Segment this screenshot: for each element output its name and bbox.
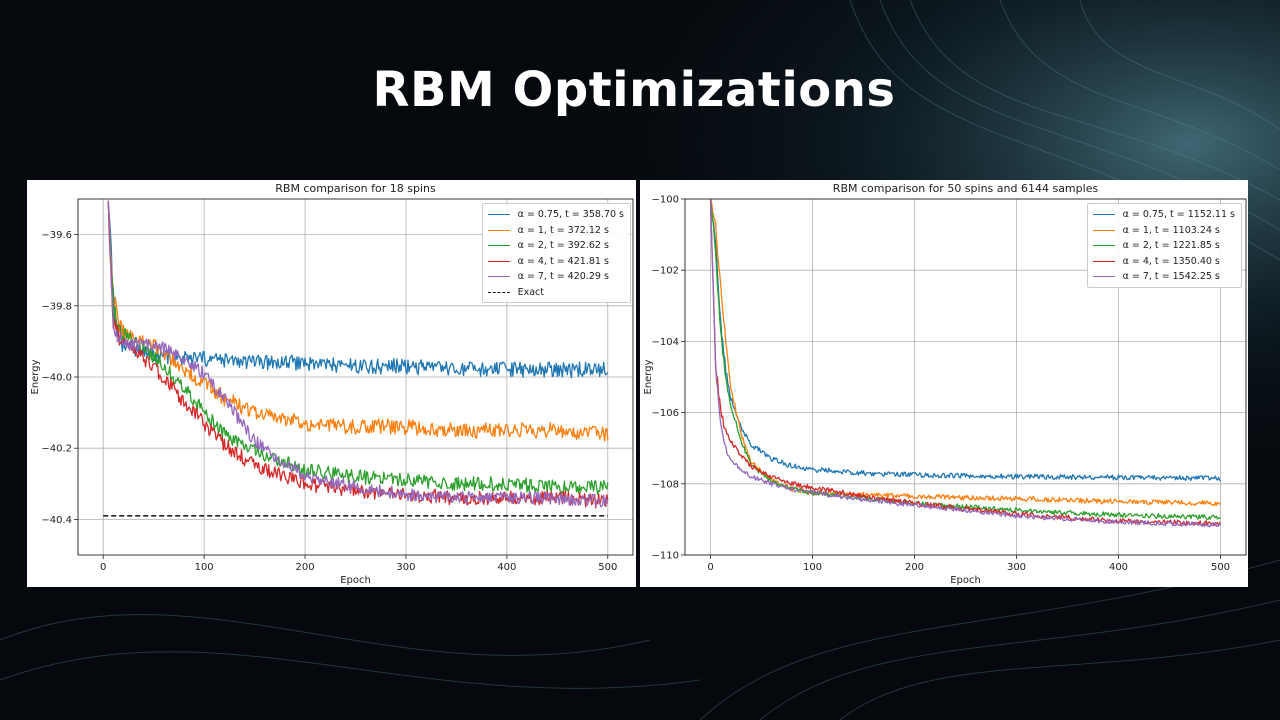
- x-tick-label: 400: [497, 562, 516, 573]
- legend-label: α = 0.75, t = 1152.11 s: [1122, 209, 1235, 221]
- y-tick-label: −104: [652, 337, 679, 348]
- series-line: [107, 200, 609, 508]
- x-tick-label: 0: [100, 562, 106, 573]
- slide-title: RBM Optimizations: [372, 62, 896, 118]
- y-tick-label: −106: [652, 408, 679, 419]
- x-tick-label: 100: [803, 562, 822, 573]
- chart-title: RBM comparison for 18 spins: [275, 182, 436, 195]
- legend-item: α = 7, t = 420.29 s: [487, 269, 624, 285]
- legend-swatch: [487, 276, 510, 278]
- x-tick-label: 500: [1211, 562, 1230, 573]
- x-tick-label: 400: [1109, 562, 1128, 573]
- y-tick-label: −100: [652, 195, 679, 206]
- plot-frame: [684, 198, 1247, 556]
- legend-swatch: [1092, 245, 1115, 247]
- x-tick-label: 300: [396, 562, 415, 573]
- legend-label: α = 4, t = 421.81 s: [517, 255, 609, 267]
- legend-label: α = 4, t = 1350.40 s: [1122, 255, 1220, 267]
- x-axis-label: Epoch: [340, 575, 371, 586]
- series-line: [107, 202, 609, 496]
- series-group: [103, 200, 609, 517]
- chart-panel-50-spins: 0 100 200 300 400 500 −100 −102 −104 −106 −108 −110…: [640, 180, 1248, 587]
- y-tick-label: −40.4: [41, 515, 72, 526]
- legend-label: α = 7, t = 1542.25 s: [1122, 271, 1220, 283]
- y-tick-label: −108: [652, 479, 679, 490]
- y-tick-label: −39.8: [41, 301, 72, 312]
- legend-label: α = 2, t = 1221.85 s: [1122, 240, 1220, 252]
- x-tick-label: 200: [295, 562, 314, 573]
- legend-item: α = 0.75, t = 358.70 s: [487, 207, 624, 223]
- chart-title: RBM comparison for 50 spins and 6144 sam…: [833, 182, 1099, 195]
- chart-legend: α = 0.75, t = 358.70 s α = 1, t = 372.12 …: [481, 203, 631, 303]
- legend-item: α = 1, t = 1103.24 s: [1092, 223, 1235, 239]
- legend-label: α = 2, t = 392.62 s: [517, 240, 609, 252]
- legend-swatch: [487, 245, 510, 247]
- chart-panel-18-spins: 0 100 200 300 400 500 −39.6 −39.8 −40.0 −40.2 −40.…: [27, 180, 636, 587]
- legend-swatch: [1092, 214, 1115, 216]
- y-tick-label: −40.0: [41, 373, 72, 384]
- legend-item: Exact: [487, 285, 624, 301]
- legend-label: α = 1, t = 372.12 s: [517, 224, 609, 236]
- y-tick-label: −110: [652, 551, 679, 562]
- legend-label: α = 0.75, t = 358.70 s: [517, 209, 624, 221]
- legend-swatch: [1092, 229, 1115, 231]
- series-line: [709, 199, 1221, 482]
- legend-item: α = 4, t = 421.81 s: [487, 254, 624, 270]
- legend-swatch: [487, 229, 510, 231]
- legend-swatch: [487, 214, 510, 216]
- series-line: [709, 199, 1221, 528]
- series-line: [107, 203, 609, 442]
- legend-item: α = 2, t = 1221.85 s: [1092, 238, 1235, 254]
- legend-swatch: [487, 291, 510, 293]
- x-tick-label: 100: [195, 562, 214, 573]
- legend-label: Exact: [517, 286, 545, 298]
- legend-swatch: [487, 260, 510, 262]
- x-tick-label: 300: [1007, 562, 1026, 573]
- legend-item: α = 2, t = 392.62 s: [487, 238, 624, 254]
- y-tick-label: −102: [652, 266, 679, 277]
- legend-item: α = 7, t = 1542.25 s: [1092, 269, 1235, 285]
- y-axis-label: Energy: [30, 359, 41, 394]
- legend-item: α = 0.75, t = 1152.11 s: [1092, 207, 1235, 223]
- series-group: [709, 199, 1222, 528]
- legend-swatch: [1092, 260, 1115, 262]
- x-tick-label: 200: [905, 562, 924, 573]
- y-tick-label: −40.2: [41, 444, 72, 455]
- legend-label: α = 1, t = 1103.24 s: [1122, 224, 1220, 236]
- chart-legend: α = 0.75, t = 1152.11 s α = 1, t = 1103.2…: [1086, 203, 1242, 288]
- chart-50-spins: 0 100 200 300 400 500 −100 −102 −104 −106 −108 −110…: [643, 182, 1247, 586]
- legend-swatch: [1092, 276, 1115, 278]
- x-tick-label: 0: [707, 562, 713, 573]
- series-line: [107, 204, 609, 379]
- x-axis-label: Epoch: [950, 575, 981, 586]
- legend-label: α = 7, t = 420.29 s: [517, 271, 609, 283]
- legend-item: α = 1, t = 372.12 s: [487, 223, 624, 239]
- legend-item: α = 4, t = 1350.40 s: [1092, 254, 1235, 270]
- y-axis-label: Energy: [643, 359, 654, 394]
- x-tick-label: 500: [598, 562, 617, 573]
- y-tick-label: −39.6: [41, 230, 72, 241]
